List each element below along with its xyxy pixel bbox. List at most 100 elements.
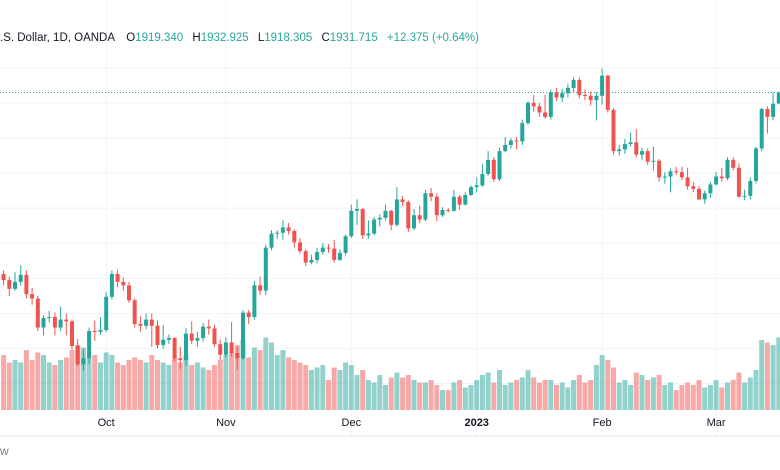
candle-body [35,298,40,328]
volume-bar [417,382,423,410]
candle-body [776,92,780,104]
volume-bar [52,365,58,410]
volume-bar [269,342,274,410]
volume-bar [343,362,349,410]
volume-bar [497,370,502,410]
volume-bar [565,387,571,410]
candle-body [121,281,126,286]
volume-bar [229,352,235,410]
candle-body [161,339,166,346]
candle-body [383,210,388,218]
candle-body [662,176,667,178]
candle-body [600,75,605,96]
candle-body [263,247,268,291]
volume-bar [525,370,531,410]
candle-body [771,103,776,117]
candle-body [127,285,131,301]
volume-bar [23,350,29,410]
candle-body [223,342,228,355]
volume-bar [177,362,183,410]
candle-body [423,193,428,220]
candle-body [70,321,74,346]
candle-body [47,316,52,318]
volume-bar [29,360,35,410]
candle-body [719,176,724,179]
candle-body [702,193,707,200]
volume-bar [365,380,371,410]
volume-bar [103,352,109,410]
volume-bar [92,355,98,410]
volume-bar [75,345,81,410]
volume-bar [223,355,229,410]
candle-body [218,344,223,355]
volume-bar [326,380,331,410]
candle-body [1,273,6,281]
volume-bar [457,380,463,410]
candle-body [52,316,57,328]
candle-body [58,319,63,328]
candle-body [149,319,154,326]
candle-body [577,80,582,95]
candle-body [280,227,285,233]
volume-bar [639,375,645,410]
candle-body [115,273,120,282]
volume-bar [445,390,451,410]
candle-body [543,112,548,117]
volume-bar [685,382,691,410]
candle-body [64,319,69,322]
volume-bar [149,355,155,410]
candle-body [275,232,280,234]
volume-bar [588,380,594,410]
candle-body [337,252,342,260]
volume-bar [405,375,411,410]
volume-bar [308,370,314,410]
candle-body [246,312,251,317]
volume-bar [599,355,605,410]
volume-bar [18,362,24,410]
symbol: .S. Dollar, 1D, OANDA [0,32,116,44]
candle-body [269,233,274,248]
change: +12.375 (+0.64%) [386,32,479,44]
candle-body [309,259,314,263]
volume-bar [388,377,394,410]
candle-body [389,210,394,225]
volume-bar [303,365,309,410]
candle-body [286,227,291,231]
volume-bar [280,350,286,410]
candle-body [583,94,587,96]
volume-bar [514,380,520,410]
volume-bar [314,367,320,410]
candle-body [30,294,35,299]
candle-body [292,230,297,243]
candle-body [725,159,730,179]
candle-body [765,108,770,117]
volume-bar [263,337,269,410]
candle-body [229,342,234,353]
volume-bar [354,375,360,410]
volume-bar [274,355,280,410]
candle-body [679,172,684,178]
volume-bar [679,385,685,410]
volume-bar [206,370,212,410]
candle-body [668,171,673,177]
volume-bar [383,385,388,410]
candle-body [594,95,599,101]
candle-body [565,87,570,94]
volume-bar [451,382,457,410]
candle-body [87,331,92,359]
volume-bar [371,382,377,410]
x-tick-label: Dec [342,417,362,429]
volume-bar [400,377,406,410]
volume-bar [531,377,537,410]
candle-body [18,274,23,282]
candle-body [366,233,371,236]
volume-bar [183,355,189,410]
candle-body [104,296,109,331]
candle-body [560,93,565,98]
candle-body [332,248,337,260]
volume-bar [542,380,548,410]
candle-body [252,285,257,317]
volume-bar [172,357,178,410]
candle-body [605,75,610,110]
volume-bar [348,365,354,410]
